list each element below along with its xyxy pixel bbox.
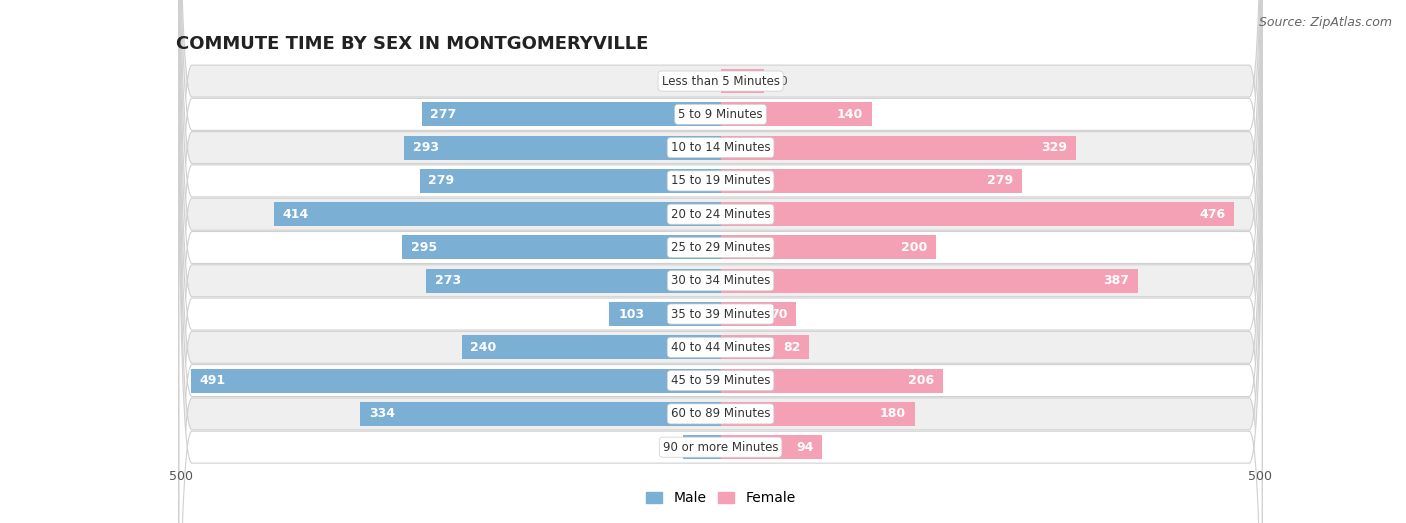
Text: 25 to 29 Minutes: 25 to 29 Minutes	[671, 241, 770, 254]
FancyBboxPatch shape	[179, 0, 1263, 523]
Bar	[721, 435, 823, 459]
FancyBboxPatch shape	[179, 0, 1263, 523]
Bar	[461, 335, 721, 359]
Text: 5 to 9 Minutes: 5 to 9 Minutes	[678, 108, 763, 121]
Text: 70: 70	[770, 308, 787, 321]
Bar	[721, 402, 915, 426]
Text: 35 to 39 Minutes: 35 to 39 Minutes	[671, 308, 770, 321]
Text: 277: 277	[430, 108, 457, 121]
Text: 387: 387	[1104, 274, 1129, 287]
Text: 491: 491	[200, 374, 225, 387]
FancyBboxPatch shape	[179, 64, 1263, 523]
Bar	[721, 69, 763, 93]
Bar	[422, 103, 721, 127]
Text: 279: 279	[429, 174, 454, 187]
Text: 10 to 14 Minutes: 10 to 14 Minutes	[671, 141, 770, 154]
FancyBboxPatch shape	[179, 0, 1263, 523]
Text: 103: 103	[619, 308, 644, 321]
FancyBboxPatch shape	[179, 0, 1263, 523]
Text: 334: 334	[368, 407, 395, 420]
Text: 414: 414	[283, 208, 309, 221]
Bar	[405, 135, 721, 160]
Text: 40 to 44 Minutes: 40 to 44 Minutes	[671, 341, 770, 354]
Bar	[721, 103, 872, 127]
Text: 206: 206	[908, 374, 934, 387]
Bar	[721, 169, 1022, 193]
Bar	[419, 169, 721, 193]
Text: 200: 200	[901, 241, 928, 254]
Text: COMMUTE TIME BY SEX IN MONTGOMERYVILLE: COMMUTE TIME BY SEX IN MONTGOMERYVILLE	[176, 35, 648, 53]
Text: 0: 0	[704, 75, 711, 87]
Text: 15 to 19 Minutes: 15 to 19 Minutes	[671, 174, 770, 187]
FancyBboxPatch shape	[179, 0, 1263, 523]
Bar	[721, 235, 936, 259]
FancyBboxPatch shape	[179, 0, 1263, 498]
Bar	[274, 202, 721, 226]
Text: 279: 279	[987, 174, 1012, 187]
Text: 329: 329	[1040, 141, 1067, 154]
Bar	[721, 135, 1076, 160]
Text: 180: 180	[880, 407, 905, 420]
Text: 240: 240	[470, 341, 496, 354]
Bar	[426, 269, 721, 293]
Text: 293: 293	[413, 141, 439, 154]
Text: 476: 476	[1199, 208, 1226, 221]
Text: 45 to 59 Minutes: 45 to 59 Minutes	[671, 374, 770, 387]
Bar	[721, 335, 808, 359]
Bar	[609, 302, 721, 326]
FancyBboxPatch shape	[179, 0, 1263, 523]
Text: 60 to 89 Minutes: 60 to 89 Minutes	[671, 407, 770, 420]
Text: 35: 35	[658, 441, 675, 453]
FancyBboxPatch shape	[179, 0, 1263, 464]
Text: 94: 94	[796, 441, 813, 453]
Bar	[683, 435, 721, 459]
Text: Less than 5 Minutes: Less than 5 Minutes	[662, 75, 779, 87]
Text: 273: 273	[434, 274, 461, 287]
Text: Source: ZipAtlas.com: Source: ZipAtlas.com	[1258, 16, 1392, 29]
Text: 90 or more Minutes: 90 or more Minutes	[662, 441, 779, 453]
Text: 295: 295	[411, 241, 437, 254]
FancyBboxPatch shape	[179, 0, 1263, 523]
Bar	[721, 302, 796, 326]
Bar	[402, 235, 721, 259]
Text: 140: 140	[837, 108, 863, 121]
FancyBboxPatch shape	[179, 30, 1263, 523]
Bar	[191, 369, 721, 393]
Bar	[360, 402, 721, 426]
Text: 20 to 24 Minutes: 20 to 24 Minutes	[671, 208, 770, 221]
Bar	[721, 269, 1137, 293]
Legend: Male, Female: Male, Female	[640, 486, 801, 511]
Text: 30 to 34 Minutes: 30 to 34 Minutes	[671, 274, 770, 287]
Text: 40: 40	[772, 75, 789, 87]
Bar	[721, 202, 1234, 226]
Bar	[721, 369, 943, 393]
FancyBboxPatch shape	[179, 0, 1263, 523]
Text: 82: 82	[783, 341, 800, 354]
